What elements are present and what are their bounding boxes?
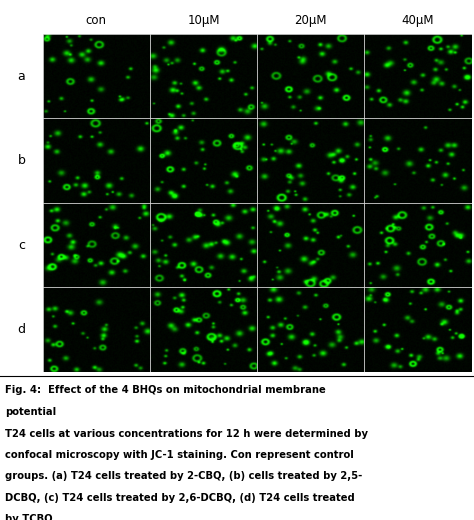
Text: Fig. 4:  Effect of the 4 BHQs on mitochondrial membrane: Fig. 4: Effect of the 4 BHQs on mitochon… — [5, 385, 326, 395]
Text: a: a — [18, 70, 25, 83]
Text: b: b — [18, 154, 25, 167]
Text: con: con — [86, 14, 107, 27]
Text: c: c — [18, 239, 25, 252]
Text: 40μM: 40μM — [402, 14, 434, 27]
Text: by TCBQ: by TCBQ — [5, 514, 52, 520]
Text: d: d — [18, 323, 25, 336]
Text: confocal microscopy with JC-1 staining. Con represent control: confocal microscopy with JC-1 staining. … — [5, 450, 354, 460]
Text: potential: potential — [5, 407, 56, 417]
Text: 10μM: 10μM — [187, 14, 220, 27]
Text: T24 cells at various concentrations for 12 h were determined by: T24 cells at various concentrations for … — [5, 429, 368, 439]
Text: 20μM: 20μM — [294, 14, 327, 27]
Text: DCBQ, (c) T24 cells treated by 2,6-DCBQ, (d) T24 cells treated: DCBQ, (c) T24 cells treated by 2,6-DCBQ,… — [5, 492, 355, 503]
Text: groups. (a) T24 cells treated by 2-CBQ, (b) cells treated by 2,5-: groups. (a) T24 cells treated by 2-CBQ, … — [5, 472, 362, 482]
